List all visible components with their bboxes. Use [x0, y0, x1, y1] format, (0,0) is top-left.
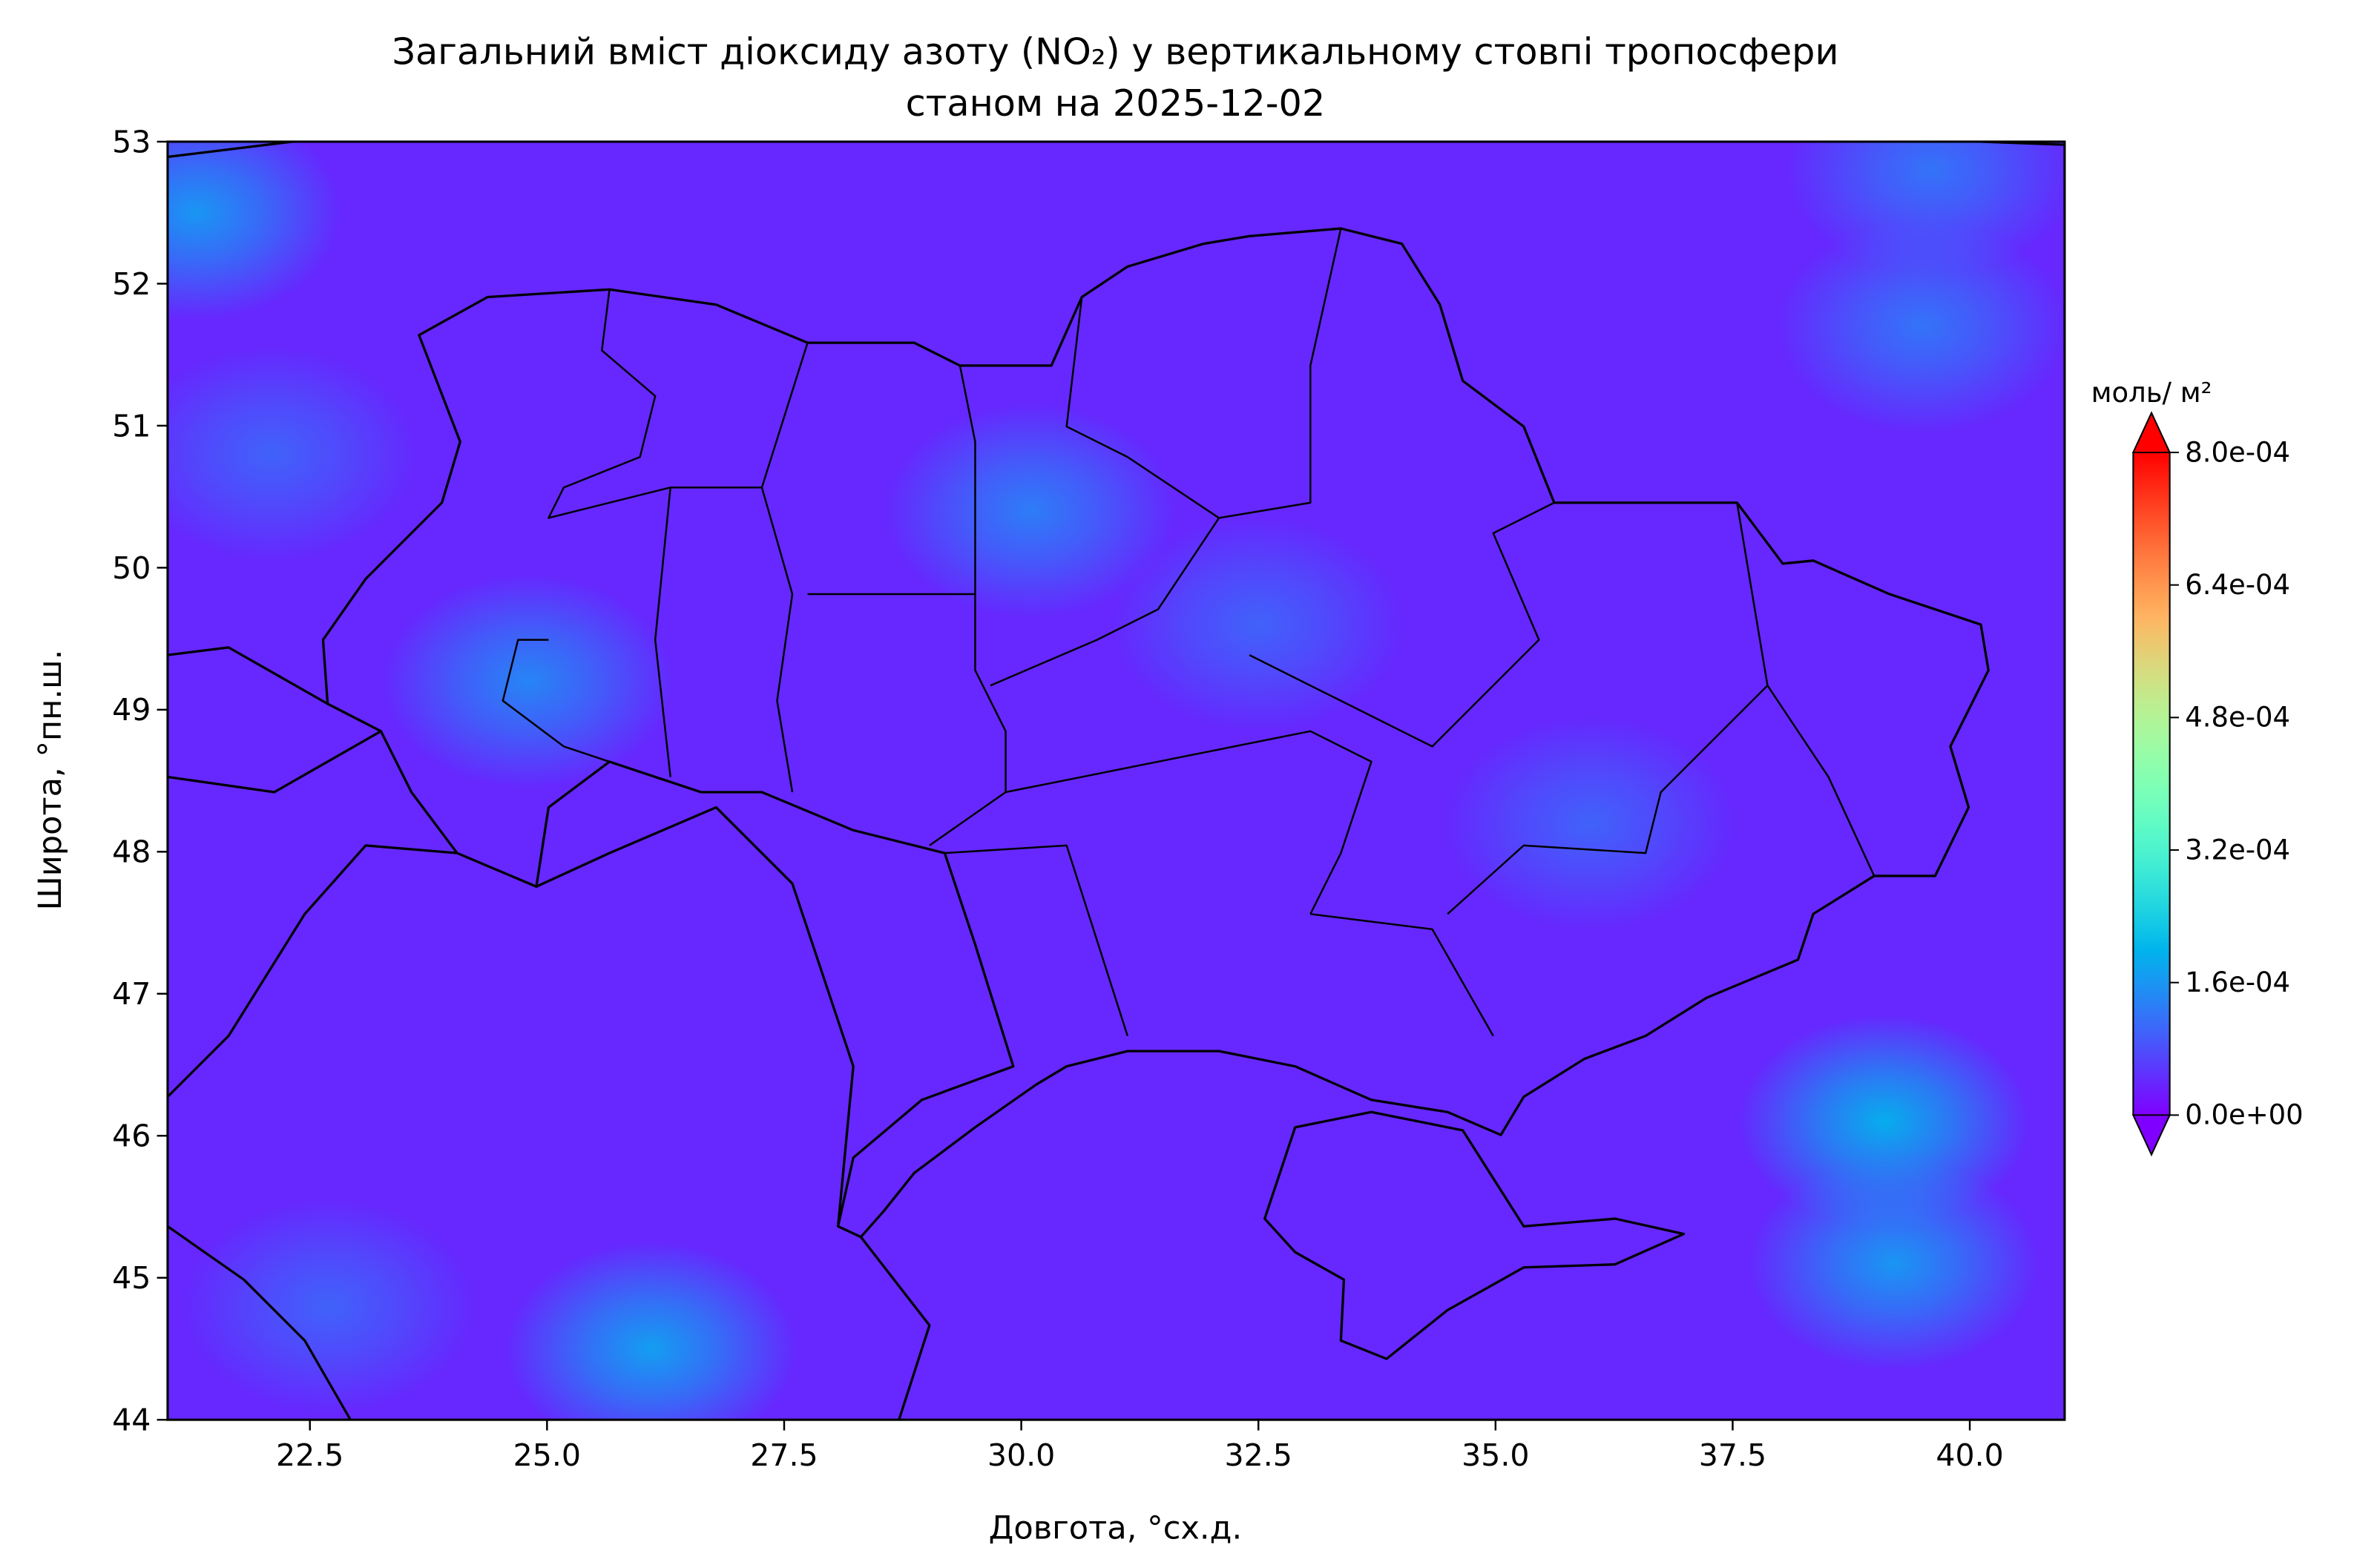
hotspot — [1445, 717, 1735, 930]
x-tick-label: 27.5 — [750, 1437, 818, 1473]
plot-frame — [166, 140, 2066, 1421]
hotspot — [886, 404, 1176, 618]
y-tick-label: 53 — [112, 124, 151, 159]
neighbour-border — [167, 142, 2065, 1420]
y-tick-label: 49 — [112, 692, 151, 728]
colorbar-tick-label: 4.8e-04 — [2185, 702, 2290, 734]
x-tick-label: 40.0 — [1936, 1437, 2003, 1473]
hotspot — [167, 347, 417, 561]
x-tick-label: 32.5 — [1225, 1437, 1292, 1473]
y-axis-label: Широта, °пн.ш. — [32, 650, 69, 911]
y-tick-label: 46 — [112, 1119, 151, 1154]
borders — [167, 142, 2065, 1420]
colorbar-tick-label: 8.0e-04 — [2185, 436, 2290, 468]
ukraine-border — [321, 227, 1990, 1239]
x-tick-label: 30.0 — [987, 1437, 1055, 1473]
chart-subtitle: станом на 2025-12-02 — [906, 82, 1326, 125]
x-tick-label: 35.0 — [1462, 1437, 1529, 1473]
chart-title: Загальний вміст діоксиду азоту (NO₂) у в… — [392, 30, 1838, 73]
colorbar: 0.0e+00 1.6e-04 3.2e-04 4.8e-04 6.4e-04 8.0e-… — [2131, 411, 2304, 1157]
colorbar-tick-label: 3.2e-04 — [2185, 834, 2290, 866]
hotspot — [167, 142, 341, 320]
hotspot — [506, 1242, 797, 1420]
x-tick-label: 25.0 — [513, 1437, 581, 1473]
colorbar-gradient — [2133, 452, 2170, 1116]
x-axis-label: Довгота, °сх.д. — [989, 1509, 1243, 1546]
hotspot — [383, 574, 673, 788]
hotspot — [1778, 220, 2065, 433]
hotspot — [1114, 518, 1404, 731]
y-tick-label: 50 — [112, 550, 151, 586]
hotspot — [1749, 1156, 2039, 1371]
colorbar-tick-label: 6.4e-04 — [2185, 569, 2290, 601]
x-tick-label: 22.5 — [276, 1437, 343, 1473]
x-tick-label: 37.5 — [1699, 1437, 1766, 1473]
y-tick-label: 45 — [112, 1260, 151, 1296]
colorbar-extend-max — [2131, 411, 2171, 454]
axes: 22.5 25.0 27.5 30.0 32.5 35.0 37.5 40.0 44 45 46 47… — [112, 124, 2004, 1472]
colorbar-extend-min — [2131, 1114, 2171, 1157]
y-tick-label: 51 — [112, 408, 151, 444]
y-tick-label: 48 — [112, 834, 151, 870]
y-tick-label: 52 — [112, 266, 151, 302]
hotspot — [184, 1199, 474, 1413]
colorbar-frame — [2132, 452, 2171, 1116]
colorbar-tick-label: 0.0e+00 — [2185, 1099, 2304, 1131]
crimea — [1263, 1110, 1686, 1360]
colorbar-tick-label: 1.6e-04 — [2185, 966, 2290, 998]
oblast-border — [502, 228, 1875, 1037]
field — [167, 142, 2065, 1420]
y-tick-label: 47 — [112, 976, 151, 1012]
colorbar-label: моль/ м² — [2091, 377, 2212, 409]
y-tick-label: 44 — [112, 1403, 151, 1438]
